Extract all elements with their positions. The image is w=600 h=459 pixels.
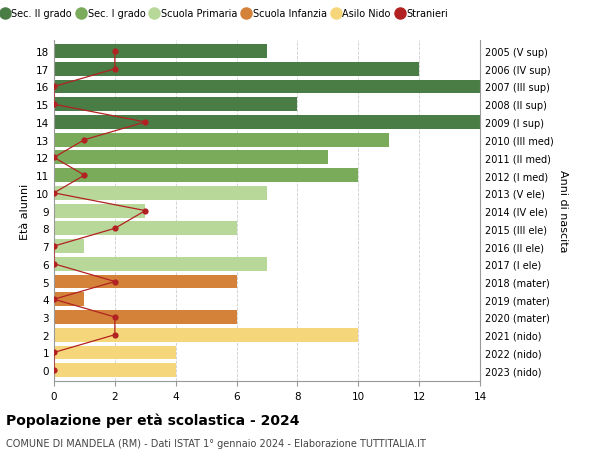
Bar	[54, 80, 480, 94]
Text: COMUNE DI MANDELA (RM) - Dati ISTAT 1° gennaio 2024 - Elaborazione TUTTITALIA.IT: COMUNE DI MANDELA (RM) - Dati ISTAT 1° g…	[6, 438, 426, 448]
Text: Popolazione per età scolastica - 2024: Popolazione per età scolastica - 2024	[6, 413, 299, 428]
Bar	[54, 116, 480, 129]
Bar	[54, 45, 267, 59]
Bar	[54, 346, 176, 359]
Bar	[54, 293, 85, 307]
Bar	[54, 186, 267, 200]
Bar	[54, 364, 176, 377]
Bar	[54, 257, 267, 271]
Y-axis label: Età alunni: Età alunni	[20, 183, 31, 239]
Bar	[54, 240, 85, 253]
Bar	[54, 204, 145, 218]
Bar	[54, 328, 358, 342]
Y-axis label: Anni di nascita: Anni di nascita	[557, 170, 568, 252]
Bar	[54, 151, 328, 165]
Bar	[54, 98, 298, 112]
Bar	[54, 275, 236, 289]
Bar	[54, 222, 236, 236]
Bar	[54, 63, 419, 77]
Bar	[54, 134, 389, 147]
Bar	[54, 310, 236, 324]
Bar	[54, 169, 358, 183]
Legend: Sec. II grado, Sec. I grado, Scuola Primaria, Scuola Infanzia, Asilo Nido, Stran: Sec. II grado, Sec. I grado, Scuola Prim…	[0, 6, 452, 23]
